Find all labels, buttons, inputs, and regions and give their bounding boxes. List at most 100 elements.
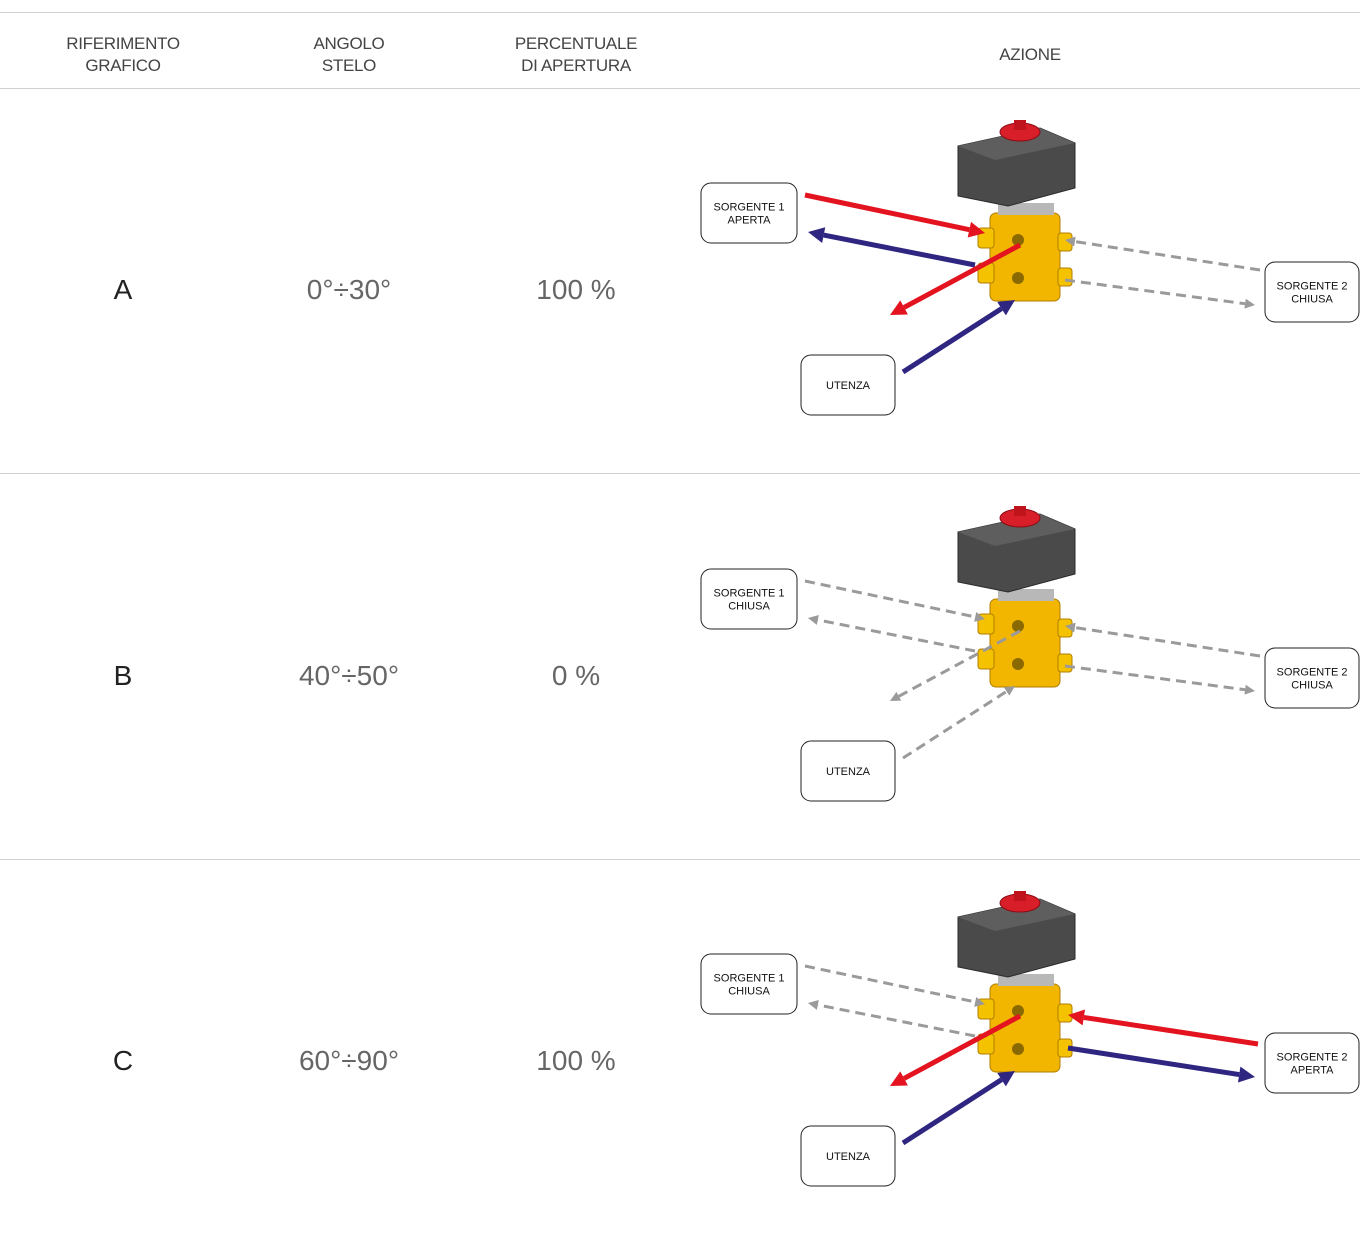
header-line: STELO: [321, 56, 377, 75]
arrow-head: [1244, 684, 1255, 695]
opening-percentage: 100 %: [536, 1045, 616, 1076]
source-1-box: [700, 568, 798, 629]
arrow-head: [997, 300, 1015, 316]
source-2-box: [1264, 261, 1360, 323]
stem-angle: 0°÷30°: [306, 274, 392, 305]
port-hole: [1012, 234, 1024, 246]
arrow-head: [1237, 1066, 1255, 1083]
source-1-label: SORGENTE 1: [714, 202, 785, 214]
coupling: [998, 588, 1054, 601]
source-1-box: [700, 953, 798, 1015]
flow-arrow: [817, 1003, 976, 1038]
opening-percentage: 0 %: [551, 659, 601, 691]
arrow-head: [890, 691, 902, 701]
header-line: AZIONE: [999, 45, 1061, 64]
source-2-label: SORGENTE 2: [1277, 281, 1348, 293]
user-label: UTENZA: [826, 380, 871, 392]
arrow-head: [808, 1000, 819, 1010]
user-box: [800, 1125, 896, 1187]
flow-arrow: [1067, 1045, 1240, 1078]
user-box: [800, 354, 896, 416]
actuator-top: [958, 128, 1075, 160]
source-1-label: APERTA: [728, 215, 772, 227]
row-border: [0, 473, 1360, 474]
header-line: ANGOLO: [313, 34, 385, 53]
flow-arrow: [902, 242, 1022, 310]
flow-arrow: [1074, 625, 1261, 657]
arrow-head: [1065, 622, 1076, 632]
valve: [957, 120, 1076, 302]
port: [1057, 1003, 1073, 1023]
actuator-top: [958, 899, 1075, 931]
column-header: ANGOLO STELO: [314, 33, 385, 77]
source-1-label: SORGENTE 1: [714, 973, 785, 985]
flow-arrow: [902, 1013, 1022, 1081]
arrow-head: [967, 221, 985, 238]
flow-arrow: [901, 306, 1003, 375]
flow-arrow: [901, 1077, 1003, 1146]
reference: A: [113, 274, 133, 305]
source-2-label: SORGENTE 2: [1277, 666, 1348, 678]
valve: [957, 891, 1076, 1073]
source-1-label: CHIUSA: [728, 600, 770, 612]
port-hole: [1012, 1005, 1024, 1017]
coupling: [998, 974, 1054, 986]
user-label: UTENZA: [826, 766, 871, 778]
reference: B: [113, 659, 133, 691]
flow-arrow: [1064, 664, 1246, 691]
user-box: [800, 740, 896, 801]
source-2-label: CHIUSA: [1291, 294, 1333, 306]
port-hole: [1012, 619, 1024, 632]
source-1-label: CHIUSA: [728, 986, 770, 998]
source-2-box: [1264, 1032, 1360, 1094]
column-header: AZIONE: [999, 44, 1061, 66]
valve: [957, 505, 1076, 687]
source-2-box: [1264, 647, 1360, 708]
arrow-head: [997, 1071, 1015, 1087]
user-label: UTENZA: [826, 1151, 871, 1163]
arrow-head: [890, 300, 908, 315]
port: [1057, 653, 1073, 672]
source-1-label: SORGENTE 1: [714, 587, 785, 599]
column-header: RIFERIMENTO GRAFICO: [66, 33, 180, 77]
port: [977, 648, 995, 669]
flow-arrow: [804, 964, 976, 1004]
arrow-head: [1003, 685, 1015, 696]
flow-arrow: [1074, 240, 1261, 272]
reference: C: [112, 1045, 134, 1076]
source-1-box: [700, 182, 798, 244]
arrow-head: [1068, 1009, 1086, 1026]
flow-arrow: [1083, 1014, 1259, 1047]
flow-arrow: [898, 629, 1021, 698]
header-line: DI APERTURA: [521, 56, 631, 75]
flow-arrow: [823, 232, 976, 268]
column-header: PERCENTUALE DI APERTURA: [514, 33, 638, 77]
knob-handle: [1014, 120, 1026, 130]
header-line: RIFERIMENTO: [66, 34, 180, 53]
table-top-border: [0, 12, 1360, 13]
port-hole: [1012, 272, 1024, 284]
header-line: GRAFICO: [85, 56, 161, 75]
header-border: [0, 88, 1360, 89]
header-line: PERCENTUALE: [514, 34, 638, 53]
arrow-head: [890, 1071, 908, 1086]
port-hole: [1012, 1043, 1024, 1055]
stem-angle: 40°÷50°: [298, 659, 400, 691]
source-2-label: APERTA: [1291, 1065, 1335, 1077]
arrow-head: [974, 997, 985, 1007]
flow-arrow: [1064, 278, 1246, 306]
row-border: [0, 859, 1360, 860]
port-hole: [1012, 657, 1024, 670]
arrow-head: [808, 614, 819, 625]
arrow-head: [1065, 236, 1076, 247]
knob-handle: [1014, 505, 1026, 516]
opening-percentage: 100 %: [536, 274, 616, 305]
arrow-head: [1244, 298, 1255, 309]
arrow-head: [808, 227, 826, 243]
knob-handle: [1014, 891, 1026, 901]
flow-arrow: [902, 689, 1008, 759]
